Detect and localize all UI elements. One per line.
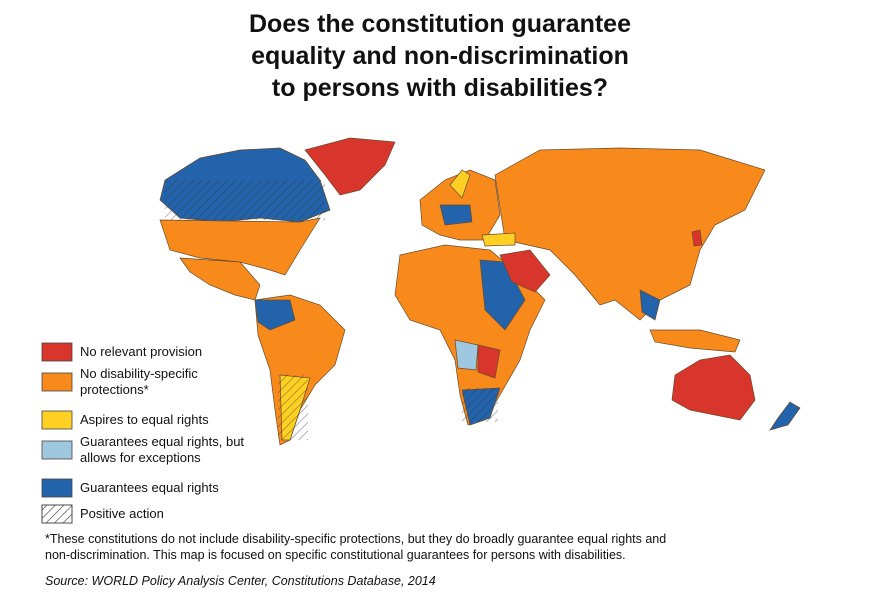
central-europe xyxy=(439,204,473,226)
korea xyxy=(691,229,703,247)
footnote-line: non-discrimination. This map is focused … xyxy=(45,548,626,562)
greenland xyxy=(304,137,396,196)
world-map xyxy=(159,137,801,446)
usa xyxy=(159,217,321,276)
turkey xyxy=(481,232,516,247)
scandinavia xyxy=(449,169,471,199)
hatch-overlay xyxy=(462,388,498,422)
title-line: Does the constitution guarantee xyxy=(249,10,631,38)
legend-label: Aspires to equal rights xyxy=(80,412,209,427)
footnote-line: *These constitutions do not include disa… xyxy=(45,532,666,546)
legend-swatch xyxy=(41,440,73,460)
legend-swatch-hatch xyxy=(41,504,73,524)
legend-swatch xyxy=(41,342,73,362)
title-line: equality and non-discrimination xyxy=(251,42,629,70)
australia xyxy=(671,354,756,421)
legend-swatch xyxy=(41,372,73,392)
angola xyxy=(454,339,479,371)
legend-swatch xyxy=(41,478,73,498)
east-africa xyxy=(479,259,526,331)
arabia xyxy=(499,249,551,293)
legend: No relevant provision No disability-speci… xyxy=(41,342,244,524)
legend-label: Guarantees equal rights, but xyxy=(80,434,244,449)
mexico xyxy=(179,257,261,301)
southeast-asia xyxy=(639,289,661,321)
southern-central xyxy=(477,344,501,379)
asia xyxy=(494,147,766,321)
andes xyxy=(254,299,296,331)
source: Source: WORLD Policy Analysis Center, Co… xyxy=(45,574,436,588)
legend-swatch xyxy=(41,410,73,430)
legend-label: Guarantees equal rights xyxy=(80,480,219,495)
title-line: to persons with disabilities? xyxy=(272,74,608,102)
legend-label: No relevant provision xyxy=(80,344,202,359)
hatch-overlay xyxy=(165,180,325,220)
legend-label: Positive action xyxy=(80,506,164,521)
legend-label: No disability-specific xyxy=(80,366,198,381)
hatch-overlay xyxy=(278,375,308,440)
legend-label: allows for exceptions xyxy=(80,450,201,465)
new-zealand xyxy=(769,401,801,431)
indonesia xyxy=(649,329,741,353)
legend-label: protections* xyxy=(80,382,149,397)
